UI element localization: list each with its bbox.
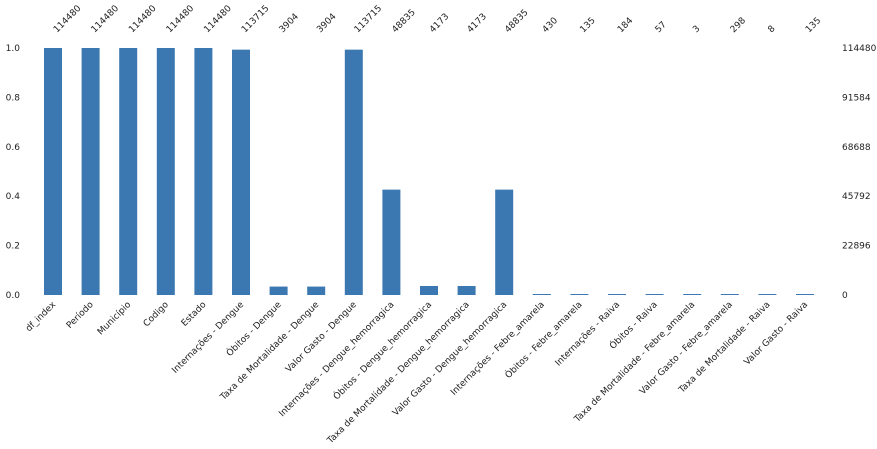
x-tick-label: Município (96, 300, 134, 338)
bar-count-label: 114480 (90, 4, 122, 36)
x-tick-label: Internações - Dengue (170, 300, 246, 376)
bar-count-label: 3 (691, 24, 702, 35)
count-labels: 114480 114480 114480 114480 114480 113715 3904… (52, 4, 823, 36)
bar-count-label: 114480 (202, 4, 234, 36)
x-tick-label: Valor Gasto - Dengue (284, 300, 359, 375)
bar-count-label: 113715 (353, 4, 384, 35)
bar (382, 189, 401, 295)
bar-count-label: 114480 (52, 4, 84, 36)
bar-count-label: 113715 (240, 4, 271, 35)
bar (570, 294, 589, 295)
right-tick-label: 45792 (842, 192, 871, 202)
bar-count-label: 3904 (278, 12, 301, 35)
bar (44, 48, 62, 295)
bar (495, 189, 514, 295)
right-tick-label: 114480 (842, 44, 877, 54)
x-tick-label: Codigo (142, 300, 171, 329)
bar-count-label: 4173 (428, 12, 451, 35)
left-tick-label: 1.0 (6, 44, 21, 54)
right-tick-label: 68688 (842, 143, 871, 153)
bar (269, 286, 288, 295)
x-tick-label: Valor Gasto - Raiva (742, 300, 810, 368)
x-tick-label: Estado (180, 300, 209, 329)
bar (194, 48, 213, 295)
right-axis: 0 22896 45792 68688 91584 114480 (842, 44, 877, 301)
bar (156, 48, 175, 295)
bar (532, 294, 551, 295)
x-tick-label: Óbitos - Febre_amarela (502, 299, 584, 381)
bar-count-label: 298 (729, 16, 748, 35)
bar (119, 48, 138, 295)
right-tick-label: 0 (842, 291, 848, 301)
bar (608, 294, 626, 295)
right-tick-label: 91584 (842, 93, 871, 103)
left-tick-label: 0.4 (6, 192, 21, 202)
bar (420, 285, 438, 295)
left-tick-label: 0.6 (6, 143, 21, 153)
bar (457, 285, 476, 295)
x-axis-labels: df_index Período Município Codigo EstadoInte… (24, 298, 810, 446)
bar-count-label: 430 (541, 16, 560, 35)
bar (344, 49, 363, 296)
x-tick-label: Internações - Raiva (554, 300, 622, 368)
x-tick-label: Taxa de Mortalidade - Dengue_hemorragica (325, 300, 472, 447)
left-tick-label: 0.0 (6, 291, 21, 301)
bar-count-label: 3904 (315, 12, 338, 35)
left-tick-label: 0.2 (6, 242, 20, 252)
bar (720, 294, 739, 295)
bar-count-label: 135 (578, 16, 597, 35)
bar-count-label: 184 (616, 16, 635, 35)
bar-count-label: 4173 (466, 12, 489, 35)
bar-count-label: 8 (766, 24, 777, 35)
bar (81, 48, 100, 295)
bar (307, 286, 326, 295)
left-tick-label: 0.8 (6, 93, 21, 103)
bar (758, 294, 777, 295)
right-tick-label: 22896 (842, 242, 871, 252)
bar (645, 294, 664, 295)
bar-count-label: 48835 (503, 8, 530, 35)
bar-count-label: 57 (654, 20, 669, 35)
bar-count-label: 135 (804, 16, 823, 35)
x-tick-label: Período (65, 300, 96, 331)
bar-count-label: 48835 (390, 8, 417, 35)
bar-count-label: 114480 (165, 4, 197, 36)
bar-count-label: 114480 (127, 4, 159, 36)
bar (232, 49, 250, 296)
bar (796, 294, 814, 295)
left-axis: 0.0 0.2 0.4 0.6 0.8 1.0 (6, 44, 21, 301)
x-tick-label: df_index (24, 300, 58, 334)
bar (683, 294, 702, 295)
bars-group (44, 48, 814, 296)
